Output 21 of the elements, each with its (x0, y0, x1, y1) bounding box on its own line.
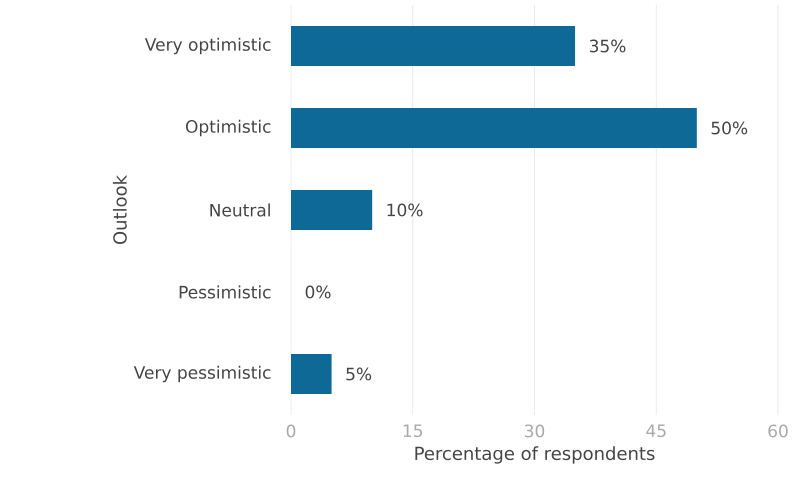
y-tick-label: Very optimistic (144, 38, 270, 54)
y-tick-label: Neutral (210, 203, 270, 217)
data-label: 35% (590, 40, 626, 52)
x-tick-label: 30 (524, 424, 544, 438)
y-tick-label: Pessimistic (180, 285, 270, 299)
bar (291, 108, 697, 148)
data-label: 50% (712, 122, 748, 134)
y-axis-title: Outlook (112, 174, 127, 244)
x-tick-label: 0 (286, 424, 296, 438)
y-tick-label: Optimistic (186, 120, 270, 136)
bar (291, 190, 372, 230)
x-tick-label: 60 (768, 424, 788, 438)
data-label: 5% (346, 368, 372, 380)
x-tick-label: 15 (404, 424, 422, 438)
x-axis-title: Percentage of respondents (415, 446, 654, 464)
data-label: 10% (388, 204, 423, 216)
data-label: 0% (306, 286, 331, 298)
bar (291, 354, 332, 394)
x-tick-label: 45 (646, 424, 666, 438)
bar (291, 26, 576, 66)
y-tick-label: Very pessimistic (134, 366, 270, 382)
